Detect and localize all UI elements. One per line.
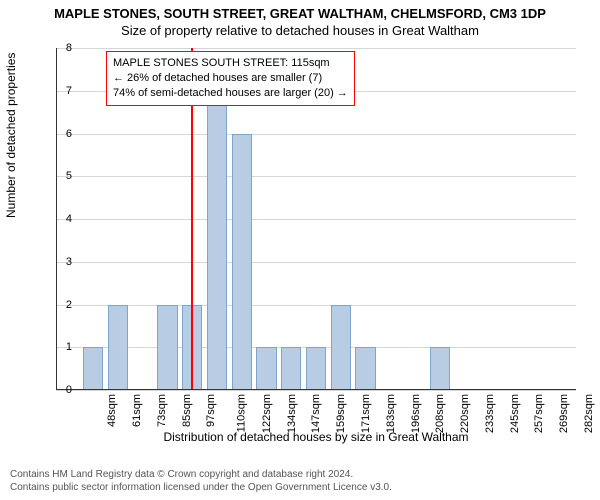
y-tick-label: 7 (52, 85, 72, 97)
info-box: MAPLE STONES SOUTH STREET: 115sqm← 26% o… (106, 51, 355, 106)
gridline (56, 262, 576, 263)
x-tick-label: 269sqm (558, 394, 570, 433)
x-axis-line (56, 389, 576, 390)
gridline (56, 48, 576, 49)
x-tick-label: 196sqm (410, 394, 422, 433)
y-tick-label: 2 (52, 299, 72, 311)
x-tick-label: 110sqm (236, 394, 248, 432)
bar (331, 305, 351, 391)
x-tick-label: 171sqm (360, 394, 372, 433)
y-tick-label: 6 (52, 128, 72, 140)
info-box-line: 74% of semi-detached houses are larger (… (113, 86, 348, 101)
x-tick-label: 220sqm (459, 394, 471, 433)
y-tick-label: 3 (52, 256, 72, 268)
chart-container: MAPLE STONES, SOUTH STREET, GREAT WALTHA… (0, 0, 600, 500)
bar (430, 347, 450, 390)
bar (306, 347, 326, 390)
x-tick-label: 208sqm (434, 394, 446, 433)
x-tick-label: 122sqm (261, 394, 273, 433)
gridline (56, 305, 576, 306)
plot-area: MAPLE STONES SOUTH STREET: 115sqm← 26% o… (56, 48, 576, 390)
bar (256, 347, 276, 390)
bar (157, 305, 177, 391)
footer-attribution: Contains HM Land Registry data © Crown c… (10, 468, 392, 494)
bar (108, 305, 128, 391)
gridline (56, 134, 576, 135)
x-tick-label: 147sqm (311, 394, 323, 433)
x-tick-label: 61sqm (131, 394, 143, 427)
y-tick-label: 0 (52, 384, 72, 396)
bar (232, 134, 252, 391)
x-tick-label: 97sqm (205, 394, 217, 427)
x-tick-label: 134sqm (286, 394, 298, 433)
x-tick-label: 73sqm (156, 394, 168, 427)
x-tick-label: 85sqm (181, 394, 193, 427)
gridline (56, 176, 576, 177)
x-tick-label: 233sqm (484, 394, 496, 433)
info-box-line: MAPLE STONES SOUTH STREET: 115sqm (113, 56, 348, 71)
y-tick-label: 5 (52, 170, 72, 182)
y-tick-label: 1 (52, 341, 72, 353)
x-tick-label: 183sqm (385, 394, 397, 433)
bar (355, 347, 375, 390)
info-box-line: ← 26% of detached houses are smaller (7) (113, 71, 348, 86)
y-tick-label: 4 (52, 213, 72, 225)
y-axis-title: Number of detached properties (4, 53, 18, 218)
x-tick-label: 48sqm (106, 394, 118, 427)
x-tick-label: 257sqm (533, 394, 545, 433)
bar (207, 91, 227, 390)
chart-title: Size of property relative to detached ho… (0, 21, 600, 42)
y-tick-label: 8 (52, 42, 72, 54)
chart-supertitle: MAPLE STONES, SOUTH STREET, GREAT WALTHA… (0, 0, 600, 21)
bar (281, 347, 301, 390)
footer-line2: Contains public sector information licen… (10, 481, 392, 494)
footer-line1: Contains HM Land Registry data © Crown c… (10, 468, 392, 481)
gridline (56, 219, 576, 220)
bar (83, 347, 103, 390)
x-tick-label: 282sqm (583, 394, 595, 433)
x-tick-label: 159sqm (335, 394, 347, 433)
gridline (56, 390, 576, 391)
x-tick-label: 245sqm (509, 394, 521, 433)
